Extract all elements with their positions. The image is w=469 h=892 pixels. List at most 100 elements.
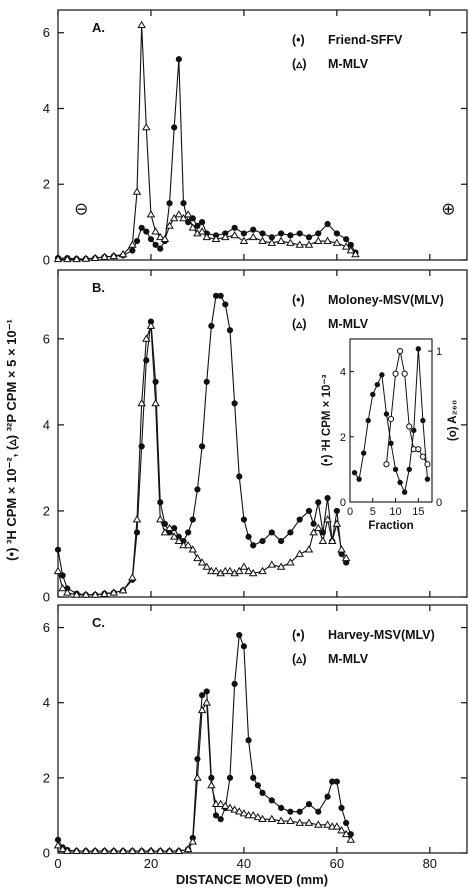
data-point xyxy=(239,809,249,817)
data-point xyxy=(183,540,193,549)
data-point xyxy=(146,321,156,329)
data-point xyxy=(118,846,128,855)
data-point xyxy=(397,479,403,486)
data-point xyxy=(338,804,345,812)
data-point xyxy=(313,820,323,828)
data-point xyxy=(58,584,67,592)
data-point xyxy=(315,808,322,815)
data-point xyxy=(188,545,198,553)
data-point xyxy=(245,737,252,744)
data-point xyxy=(202,698,212,706)
inset-x-tick-label: 15 xyxy=(412,506,424,518)
data-point xyxy=(212,812,220,819)
data-point xyxy=(259,537,266,545)
data-point xyxy=(276,236,286,244)
data-point xyxy=(337,826,346,834)
data-point xyxy=(63,846,72,855)
legend-marker: (▵) xyxy=(292,317,307,331)
inset-y-tick-label: 2 xyxy=(340,432,346,444)
data-point xyxy=(337,545,346,553)
data-point xyxy=(198,692,206,699)
data-point xyxy=(128,573,137,581)
data-point xyxy=(296,516,303,523)
data-point xyxy=(151,398,160,407)
data-point xyxy=(333,507,340,515)
y-tick-label: 0 xyxy=(43,846,50,861)
data-point xyxy=(137,846,146,855)
data-point xyxy=(230,230,239,239)
data-point xyxy=(234,566,244,575)
data-point xyxy=(202,562,212,570)
data-point xyxy=(151,227,160,235)
data-point xyxy=(346,246,356,254)
data-point xyxy=(411,427,417,433)
data-point xyxy=(166,200,173,207)
data-point xyxy=(333,230,340,237)
inset-y-right-tick-label: 0 xyxy=(436,497,442,509)
data-point xyxy=(171,124,178,131)
legend-label: M-MLV xyxy=(328,652,369,666)
inset-series-line xyxy=(385,350,428,465)
data-point xyxy=(420,417,426,424)
data-point xyxy=(305,234,313,241)
data-point xyxy=(175,56,182,63)
data-point xyxy=(324,793,331,800)
data-point xyxy=(277,230,285,237)
inset-x-tick-label: 10 xyxy=(389,506,401,518)
data-point xyxy=(276,562,286,570)
y-tick-label: 2 xyxy=(43,770,50,785)
data-point xyxy=(128,846,137,855)
data-point xyxy=(365,417,371,424)
data-point xyxy=(211,234,221,243)
data-point xyxy=(313,236,323,244)
data-point xyxy=(374,381,381,388)
data-point xyxy=(267,238,277,246)
data-point xyxy=(222,301,229,308)
data-point xyxy=(287,529,294,536)
data-point xyxy=(406,423,413,430)
data-point xyxy=(53,566,63,575)
data-point xyxy=(332,238,342,246)
plot-frame xyxy=(57,604,468,854)
data-point xyxy=(341,829,351,838)
data-point xyxy=(268,797,275,804)
data-point xyxy=(310,520,317,527)
data-point xyxy=(286,558,295,566)
data-point xyxy=(383,461,390,468)
y-tick-label: 6 xyxy=(43,331,50,346)
y-tick-label: 6 xyxy=(43,620,50,635)
inset-y-right-title: (o) A₂₆₀ xyxy=(447,400,459,441)
data-point xyxy=(356,476,362,482)
data-point xyxy=(63,254,72,263)
data-point xyxy=(370,391,376,398)
inset-y-tick-label: 4 xyxy=(340,367,346,379)
data-point xyxy=(318,536,328,544)
data-point xyxy=(157,499,164,506)
electrode-symbol: ⊖ xyxy=(74,200,88,220)
data-point xyxy=(295,818,304,826)
series-line xyxy=(58,25,356,260)
data-point xyxy=(183,210,193,218)
data-point xyxy=(332,519,342,527)
data-point xyxy=(58,844,67,853)
data-point xyxy=(217,816,224,823)
data-point xyxy=(129,247,136,254)
x-tick-label: 60 xyxy=(330,856,344,871)
data-point xyxy=(63,588,72,596)
data-point xyxy=(236,631,243,639)
data-point xyxy=(197,558,207,566)
data-point xyxy=(248,568,258,577)
data-point xyxy=(169,532,179,540)
data-point xyxy=(424,476,431,482)
inset-y-tick-label: 0 xyxy=(340,497,346,509)
data-point xyxy=(180,200,187,207)
data-point xyxy=(259,230,266,237)
legend-label: Moloney-MSV(MLV) xyxy=(328,293,444,307)
data-point xyxy=(207,780,216,789)
data-point xyxy=(142,334,151,342)
data-point xyxy=(250,774,257,781)
data-point xyxy=(133,237,141,245)
data-point xyxy=(188,223,198,231)
data-point xyxy=(324,494,331,502)
